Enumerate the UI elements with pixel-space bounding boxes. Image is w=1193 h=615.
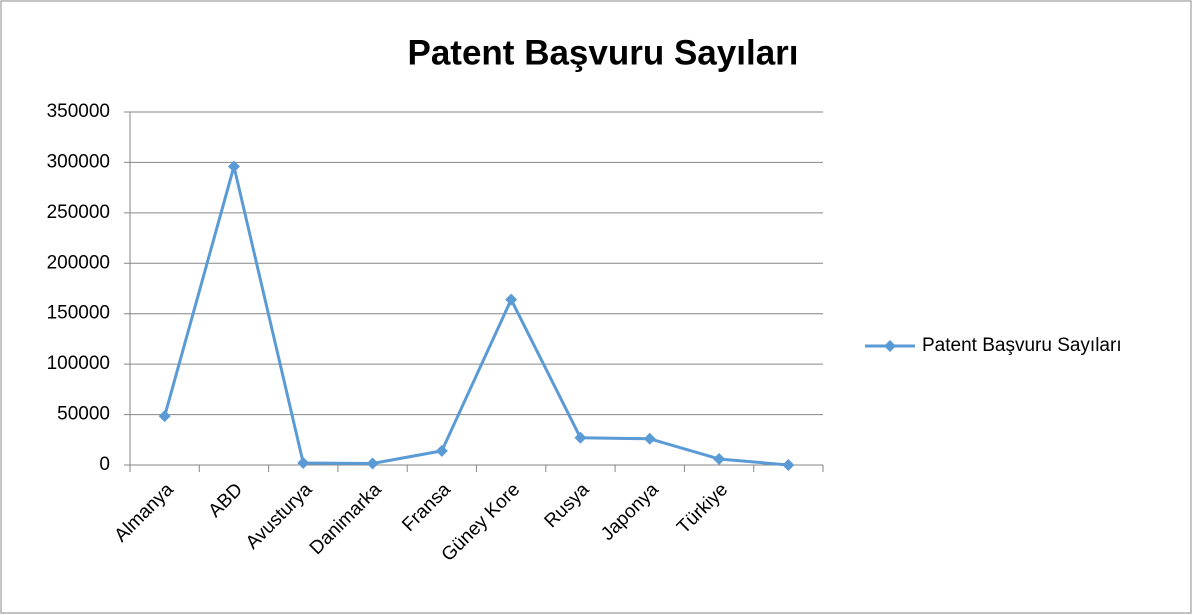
- marker: [435, 444, 448, 457]
- legend-label: Patent Başvuru Sayıları: [922, 335, 1122, 356]
- marker: [782, 459, 795, 471]
- marker: [297, 456, 310, 469]
- legend-marker: [884, 340, 896, 352]
- marker: [505, 293, 518, 306]
- marker: [643, 432, 656, 445]
- y-tick-label: 300000: [47, 151, 110, 172]
- marker: [713, 452, 726, 465]
- marker: [574, 431, 587, 444]
- marker: [227, 160, 240, 173]
- y-tick-label: 350000: [47, 101, 110, 122]
- chart-title: Patent Başvuru Sayıları: [408, 33, 799, 72]
- line: [163, 164, 789, 467]
- y-tick-label: 200000: [47, 252, 110, 273]
- marker: [158, 410, 171, 423]
- y-tick-label: 150000: [47, 303, 110, 324]
- y-tick-label: 100000: [47, 353, 110, 374]
- y-tick-label: 0: [99, 454, 110, 475]
- y-tick-label: 250000: [47, 202, 110, 223]
- y-tick-label: 50000: [57, 404, 110, 425]
- marker: [366, 457, 379, 470]
